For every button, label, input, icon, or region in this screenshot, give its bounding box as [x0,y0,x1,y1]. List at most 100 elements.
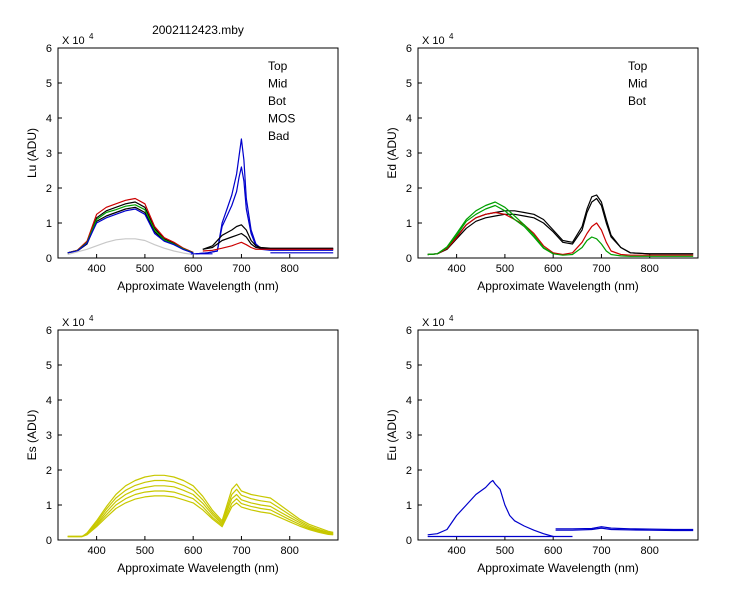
x-tick-label: 800 [641,545,659,557]
y-exponent-label: X 10 [62,35,85,47]
x-tick-label: 500 [496,545,514,557]
legend-entry: Top [268,59,288,73]
x-axis-label: Approximate Wavelength (nm) [477,561,639,575]
y-tick-label: 6 [406,43,412,55]
legend-entry: Mid [268,77,287,91]
y-axis-label: Eu (ADU) [385,409,399,460]
y-exponent-label: X 10 [62,317,85,329]
chart-eu: 400 500 600 700 800 0 1 2 3 4 5 6 X 10 4 Approximate W… [385,314,699,575]
y-tick-label: 5 [46,360,52,372]
y-tick-label: 2 [46,183,52,195]
series-line-bad [67,238,194,256]
series-line-mos [67,208,194,254]
y-tick-label: 0 [406,253,412,265]
series-line-top [427,197,694,256]
x-tick-label: 600 [544,545,562,557]
chart-es: 400 500 600 700 800 0 1 2 3 4 5 6 X 10 4 Approximate W… [25,314,339,575]
series-line-es [67,479,334,538]
y-tick-label: 0 [406,535,412,547]
legend-entry: MOS [268,112,295,126]
y-exponent-power: 4 [89,314,94,323]
series-line-es [67,485,334,538]
y-exponent-label: X 10 [422,35,445,47]
series-line-top [427,194,694,256]
x-tick-label: 500 [136,545,154,557]
y-tick-label: 1 [46,500,52,512]
series-line-top [202,224,334,250]
y-tick-label: 2 [406,465,412,477]
y-tick-label: 1 [406,500,412,512]
y-tick-label: 2 [406,183,412,195]
x-tick-label: 700 [592,263,610,275]
y-tick-label: 0 [46,253,52,265]
x-axis-label: Approximate Wavelength (nm) [117,561,279,575]
y-tick-label: 4 [406,395,412,407]
x-tick-label: 800 [281,263,299,275]
x-tick-label: 800 [641,263,659,275]
x-axis-label: Approximate Wavelength (nm) [117,279,279,293]
legend-entry: Top [628,59,648,73]
y-tick-label: 6 [406,325,412,337]
x-tick-label: 400 [87,263,105,275]
series-line-mid [67,197,194,254]
series-line-eu [427,479,554,538]
chart-ed: 400 500 600 700 800 0 1 2 3 4 5 6 X 10 4 Approximate W… [385,32,699,293]
y-tick-label: 4 [46,113,52,125]
series-line-es [67,490,334,538]
series-line-mos [195,166,334,255]
y-tick-label: 5 [406,360,412,372]
y-tick-label: 4 [46,395,52,407]
y-tick-label: 5 [46,78,52,90]
series-line-eu [555,526,694,531]
y-exponent-power: 4 [89,32,94,41]
x-axis-label: Approximate Wavelength (nm) [477,279,639,293]
series-line-es [67,495,334,538]
x-tick-label: 700 [232,263,250,275]
series-line-mos [195,138,334,255]
y-tick-label: 1 [46,218,52,230]
axes-frame [417,329,699,541]
legend-entry: Mid [628,77,647,91]
figure-title: 2002112423.mby [152,23,244,37]
x-tick-label: 400 [447,545,465,557]
y-tick-label: 6 [46,325,52,337]
y-tick-label: 3 [406,148,412,160]
axes-frame [57,47,339,259]
series-group [67,474,334,538]
y-tick-label: 6 [46,43,52,55]
x-tick-label: 400 [447,263,465,275]
series-line-bot [427,201,694,257]
x-tick-label: 500 [496,263,514,275]
series-line-mid [427,211,694,256]
y-tick-label: 0 [46,535,52,547]
series-group [67,138,334,256]
series-group [427,194,694,257]
series-line-eu [555,527,694,532]
series-line-es [67,474,334,538]
y-tick-label: 1 [406,218,412,230]
y-exponent-power: 4 [449,314,454,323]
legend-entry: Bad [268,129,289,143]
y-tick-label: 3 [46,148,52,160]
series-group [427,479,694,538]
x-tick-label: 600 [544,263,562,275]
legend-entry: Bot [628,94,647,108]
series-line-top [67,206,194,254]
x-tick-label: 400 [87,545,105,557]
chart-lu: 400 500 600 700 800 0 1 2 3 4 5 6 X 10 4 Approximate W… [25,32,339,293]
y-tick-label: 3 [406,430,412,442]
y-axis-label: Es (ADU) [25,410,39,461]
legend-entry: Bot [268,94,287,108]
y-tick-label: 4 [406,113,412,125]
y-exponent-label: X 10 [422,317,445,329]
y-tick-label: 2 [46,465,52,477]
x-tick-label: 600 [184,263,202,275]
x-tick-label: 800 [281,545,299,557]
axes-frame [417,47,699,259]
y-tick-label: 5 [406,78,412,90]
axes-frame [57,329,339,541]
x-tick-label: 500 [136,263,154,275]
y-axis-label: Lu (ADU) [25,128,39,178]
y-exponent-power: 4 [449,32,454,41]
x-tick-label: 700 [592,545,610,557]
